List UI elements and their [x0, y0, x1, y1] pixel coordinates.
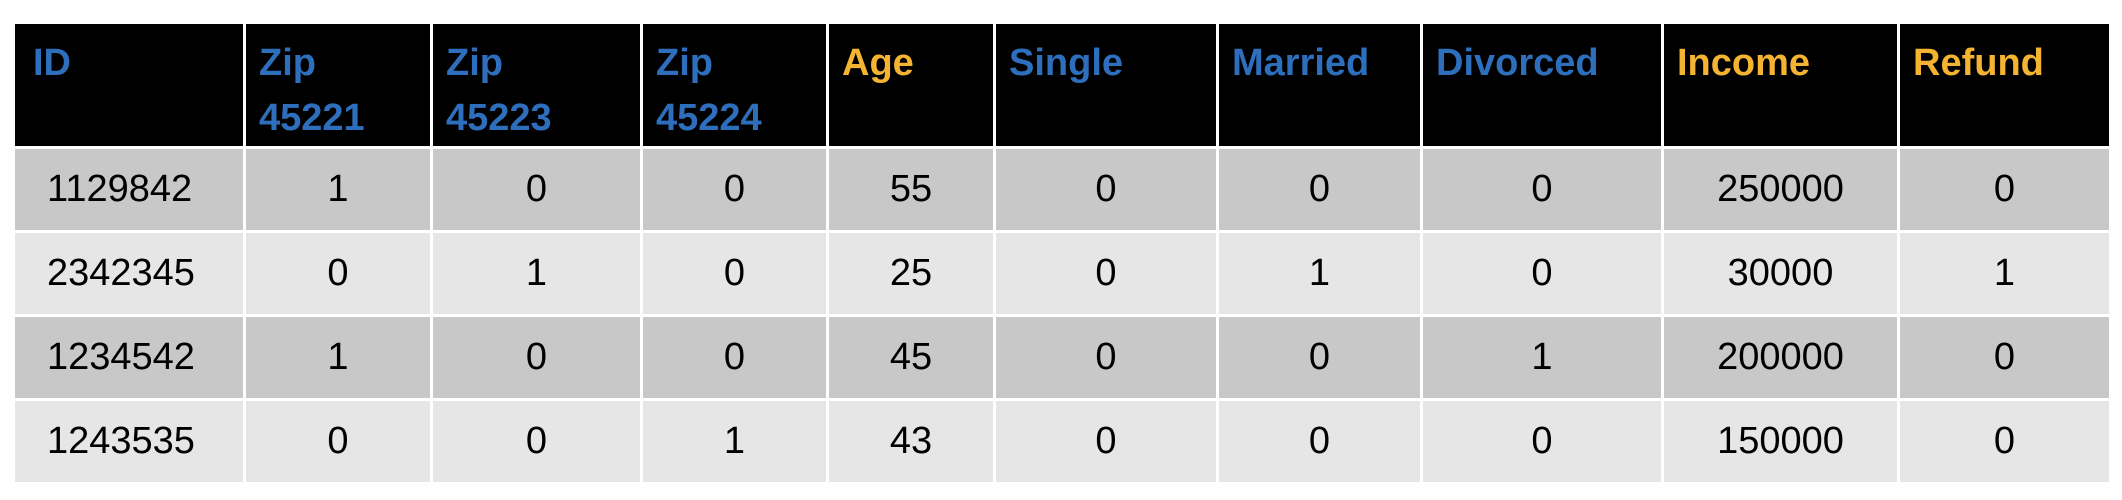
table-cell: 0 [993, 398, 1219, 485]
table-cell: 0 [993, 314, 1219, 401]
table-cell: 0 [640, 314, 829, 401]
column-header-single: Single [993, 21, 1219, 149]
table-cell: 0 [1897, 398, 2112, 485]
table-cell: 25 [826, 230, 996, 317]
table-cell: 0 [1216, 146, 1423, 233]
data-table: ID Zip 45221 Zip 45223 Zip 45224 Age Single… [12, 21, 2112, 485]
table-cell: 55 [826, 146, 996, 233]
column-header-age: Age [826, 21, 996, 149]
table-row: 1234542 1 0 0 45 0 0 1 200000 0 [12, 314, 2112, 401]
column-header-divorced: Divorced [1420, 21, 1664, 149]
header-row: ID Zip 45221 Zip 45223 Zip 45224 Age Single… [12, 21, 2112, 149]
table-cell: 1 [1216, 230, 1423, 317]
table-cell: 1129842 [12, 146, 246, 233]
table-cell: 1 [640, 398, 829, 485]
table-cell: 1 [243, 146, 433, 233]
zip-word: Zip 45223 [446, 42, 552, 139]
table-cell: 200000 [1661, 314, 1900, 401]
table-cell: 0 [1420, 146, 1664, 233]
table-cell: 1 [1897, 230, 2112, 317]
table-cell: 0 [243, 398, 433, 485]
table-cell: 0 [1897, 314, 2112, 401]
table-cell: 30000 [1661, 230, 1900, 317]
table-cell: 1 [243, 314, 433, 401]
table-cell: 43 [826, 398, 996, 485]
table-cell: 1 [1420, 314, 1664, 401]
table-cell: 0 [1420, 230, 1664, 317]
table-row: 2342345 0 1 0 25 0 1 0 30000 1 [12, 230, 2112, 317]
column-header-zip-45221: Zip 45221 [243, 21, 433, 149]
table-cell: 0 [243, 230, 433, 317]
table-cell: 1234542 [12, 314, 246, 401]
zip-word: Zip 45224 [656, 42, 762, 139]
column-header-zip-45223: Zip 45223 [430, 21, 643, 149]
table-cell: 1 [430, 230, 643, 317]
table-cell: 0 [1216, 398, 1423, 485]
table-cell: 0 [640, 146, 829, 233]
table-row: 1243535 0 0 1 43 0 0 0 150000 0 [12, 398, 2112, 485]
table-cell: 0 [1216, 314, 1423, 401]
column-header-married: Married [1216, 21, 1423, 149]
table-cell: 0 [1897, 146, 2112, 233]
table-cell: 0 [430, 398, 643, 485]
data-table-container: ID Zip 45221 Zip 45223 Zip 45224 Age Single… [12, 21, 2112, 485]
table-cell: 0 [430, 146, 643, 233]
table-cell: 2342345 [12, 230, 246, 317]
column-header-refund: Refund [1897, 21, 2112, 149]
table-cell: 0 [430, 314, 643, 401]
table-cell: 0 [993, 230, 1219, 317]
table-cell: 0 [993, 146, 1219, 233]
table-row: 1129842 1 0 0 55 0 0 0 250000 0 [12, 146, 2112, 233]
table-cell: 0 [1420, 398, 1664, 485]
table-cell: 150000 [1661, 398, 1900, 485]
zip-word: Zip 45221 [259, 42, 365, 139]
table-cell: 0 [640, 230, 829, 317]
table-cell: 45 [826, 314, 996, 401]
table-cell: 1243535 [12, 398, 246, 485]
column-header-id: ID [12, 21, 246, 149]
table-cell: 250000 [1661, 146, 1900, 233]
table-body: 1129842 1 0 0 55 0 0 0 250000 0 2342345 0 1 0 25 0 1 0 300… [12, 146, 2112, 485]
column-header-income: Income [1661, 21, 1900, 149]
column-header-zip-45224: Zip 45224 [640, 21, 829, 149]
